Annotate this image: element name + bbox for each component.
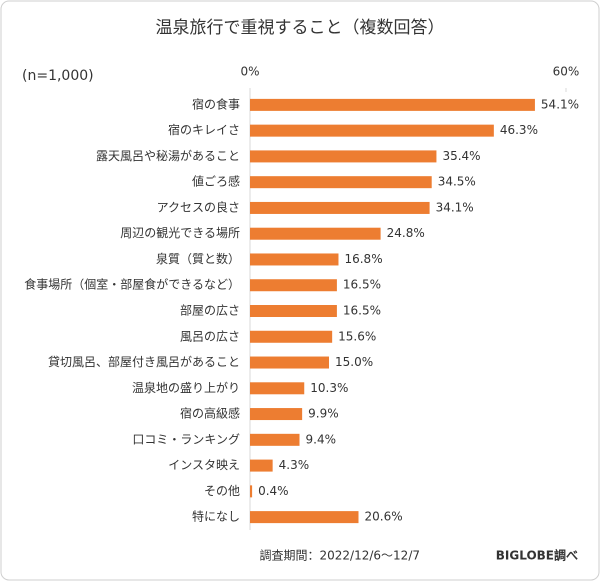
bar xyxy=(250,305,337,317)
value-label: 24.8% xyxy=(387,226,425,240)
value-label: 46.3% xyxy=(500,123,538,137)
y-tick-label: 露天風呂や秘湯があること xyxy=(96,148,240,163)
value-label: 54.1% xyxy=(541,97,579,111)
value-label: 10.3% xyxy=(310,381,348,395)
bar xyxy=(250,485,253,498)
value-label: 35.4% xyxy=(442,149,480,163)
bar xyxy=(250,408,303,421)
footer-source: BIGLOBE調べ xyxy=(496,548,578,563)
x-tick-label: 60% xyxy=(553,65,580,79)
value-label: 9.9% xyxy=(308,407,339,421)
y-tick-label: 値ごろ感 xyxy=(192,174,240,189)
y-tick-label: 口コミ・ランキング xyxy=(132,432,240,446)
value-label: 16.5% xyxy=(343,278,381,292)
bar xyxy=(250,253,339,266)
y-tick-label: その他 xyxy=(204,484,240,498)
y-tick-label: インスタ映え xyxy=(168,458,240,472)
y-tick-label: 宿の食事 xyxy=(192,96,240,111)
value-label: 15.0% xyxy=(335,355,373,369)
footer-period: 調査期間：2022/12/6～12/7 xyxy=(260,549,420,563)
value-label: 0.4% xyxy=(258,484,289,498)
value-label: 4.3% xyxy=(279,458,310,472)
y-tick-label: 特になし xyxy=(192,509,240,524)
bar xyxy=(250,124,494,137)
y-tick-label: 部屋の広さ xyxy=(180,303,240,318)
value-label: 34.5% xyxy=(438,175,476,189)
value-label: 34.1% xyxy=(436,200,474,214)
y-tick-label: 宿の高級感 xyxy=(180,406,240,421)
value-label: 9.4% xyxy=(306,432,337,446)
bar xyxy=(250,98,535,111)
y-tick-label: 宿のキレイさ xyxy=(168,122,240,137)
y-tick-label: 風呂の広さ xyxy=(180,329,240,343)
y-tick-label: 泉質（質と数） xyxy=(156,251,240,266)
y-tick-label: 温泉地の盛り上がり xyxy=(132,380,240,395)
value-label: 16.5% xyxy=(343,304,381,318)
y-tick-label: アクセスの良さ xyxy=(157,199,240,214)
bar xyxy=(250,176,432,189)
value-label: 20.6% xyxy=(364,510,402,524)
bar xyxy=(250,459,273,472)
y-tick-label: 食事場所（個室・部屋食ができるなど） xyxy=(24,277,240,292)
bar xyxy=(250,356,329,369)
x-tick-label: 0% xyxy=(240,65,259,79)
bar xyxy=(250,511,359,524)
value-label: 16.8% xyxy=(344,252,382,266)
subtitle: (n=1,000) xyxy=(22,68,94,84)
value-label: 15.6% xyxy=(338,329,376,343)
bar xyxy=(250,227,381,240)
y-tick-label: 周辺の観光できる場所 xyxy=(120,226,240,240)
chart-title: 温泉旅行で重視すること（複数回答） xyxy=(156,18,445,38)
bar xyxy=(250,330,333,343)
bar xyxy=(250,382,305,395)
y-tick-label: 貸切風呂、部屋付き風呂があること xyxy=(48,354,240,369)
bar xyxy=(250,433,300,446)
bar xyxy=(250,150,437,163)
bar xyxy=(250,201,430,214)
bar xyxy=(250,279,337,292)
